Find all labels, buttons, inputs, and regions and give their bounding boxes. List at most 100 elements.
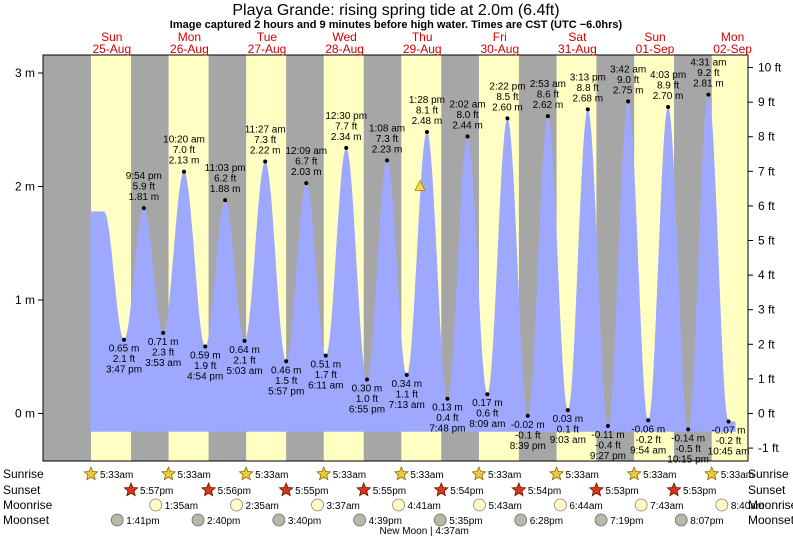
high-tide-label: 1:28 pm [409,95,445,106]
moonrise-icon [473,498,486,512]
event-time: 7:43am [650,501,683,512]
moonset-icon [110,513,124,527]
event-time: 5:57pm [140,486,173,497]
y-tick-label-ft: 10 ft [758,61,782,75]
day-name: Tue [257,30,278,44]
low-tide-label: 9:27 pm [590,451,626,462]
low-tide-label: 0.71 m [148,337,179,348]
moonrise-icon [553,498,567,512]
low-tide-label: 2.1 ft [233,355,255,366]
y-tick-label-m: 0 m [15,407,35,421]
high-tide-label: 8.8 ft [577,83,599,94]
low-tide-label: 6:55 pm [349,404,385,415]
sunset-icon [511,481,527,497]
high-tide-label: 3:42 am [610,64,646,75]
high-tide-point [344,145,349,150]
low-tide-label: 0.65 m [109,344,140,355]
y-tick-label-m: 2 m [15,180,35,194]
high-tide-point [585,107,590,112]
event-time: 5:55pm [295,486,328,497]
event-time: 5:54pm [528,486,561,497]
low-tide-label: 0.59 m [190,351,221,362]
high-tide-label: 2.13 m [169,156,200,167]
day-name: Fri [493,30,507,44]
y-tick-label-ft: 2 ft [758,337,775,351]
y-tick-label-m: 3 m [15,66,35,80]
event-time: 5:33am [255,470,288,481]
low-tide-point [485,392,490,397]
low-tide-label: 5:57 pm [268,386,304,397]
day-date: 26-Aug [170,42,209,56]
low-tide-label: 1.9 ft [194,361,216,372]
high-tide-point [182,169,187,174]
high-tide-label: 4:31 am [690,58,726,69]
day-headers: Sun25-AugMon26-AugTue27-AugWed28-AugThu2… [92,30,752,56]
low-tide-label: 1.7 ft [315,370,337,381]
high-tide-point [263,159,268,164]
event-time: 5:33am [721,470,754,481]
sunset-icon [433,481,449,497]
low-tide-label: 1.0 ft [356,394,378,405]
high-tide-label: 2.48 m [412,116,443,127]
low-tide-label: 0.34 m [391,379,422,390]
low-tide-label: -0.5 ft [675,444,701,455]
day-name: Sun [644,30,665,44]
event-time: 5:33am [410,470,443,481]
high-tide-label: 9.2 ft [697,68,719,79]
event-time: 5:33am [566,470,599,481]
sunset-icon [356,481,372,497]
event-time: 2:40pm [207,516,240,527]
plot-frame [42,54,749,462]
moonrise-icon [311,498,324,512]
high-tide-label: 2.23 m [372,144,403,155]
low-tide-label: -0.2 ft [635,435,661,446]
low-tide-point [726,419,731,424]
low-tide-label: 3:47 pm [106,365,142,376]
event-time: 1:35am [165,501,198,512]
low-tide-label: 2.1 ft [113,354,135,365]
low-tide-point [605,423,610,428]
moonrise-icon [634,498,648,512]
low-tide-label: -0.02 m [511,420,545,431]
chart-title: Playa Grande: rising spring tide at 2.0m… [232,2,559,19]
low-tide-label: -0.11 m [591,430,624,441]
low-tide-label: 2.3 ft [152,347,174,358]
event-time: 6:28pm [530,516,563,527]
low-tide-label: 9:54 am [630,445,666,456]
high-tide-point [223,198,228,203]
sunrise-icon [471,465,487,481]
event-time: 8:40am [731,501,764,512]
high-tide-point [706,92,711,97]
high-tide-label: 9.0 ft [617,75,639,86]
high-tide-label: 7.3 ft [376,134,398,145]
y-tick-label-m: 1 m [15,293,35,307]
low-tide-point [203,344,208,349]
y-tick-label-ft: 7 ft [758,164,775,178]
low-tide-label: 0.17 m [472,398,503,409]
sunrise-icon [626,465,642,481]
high-tide-label: 8.5 ft [496,92,518,103]
row-label-left: Moonset [3,513,50,527]
right-axis-feet: -1 ft 0 ft 1 ft 2 ft 3 ft 4 ft 5 ft 6 ft 7 ft 8 f… [748,61,782,455]
sunset-icon [278,481,294,497]
sunrise-icon [83,465,99,481]
high-tide-label: 8.6 ft [537,90,559,101]
event-time: 6:44am [569,501,602,512]
low-tide-label: -0.1 ft [515,430,541,441]
day-name: Wed [332,30,356,44]
high-tide-label: 7.7 ft [335,121,357,132]
high-tide-label: 1:08 am [369,123,405,134]
high-tide-label: 8.1 ft [416,106,438,117]
low-tide-label: 8:09 am [469,419,505,430]
high-tide-label: 9:54 pm [126,171,162,182]
low-tide-point [404,372,409,377]
row-label-right: Sunrise [748,467,789,481]
high-tide-label: 2.34 m [331,132,362,143]
y-tick-label-ft: 9 ft [758,95,775,109]
moonset-icon [191,513,205,527]
low-tide-label: 10:45 am [708,446,750,457]
low-tide-point [323,353,328,358]
y-tick-label-ft: 8 ft [758,130,775,144]
day-name: Mon [721,30,744,44]
